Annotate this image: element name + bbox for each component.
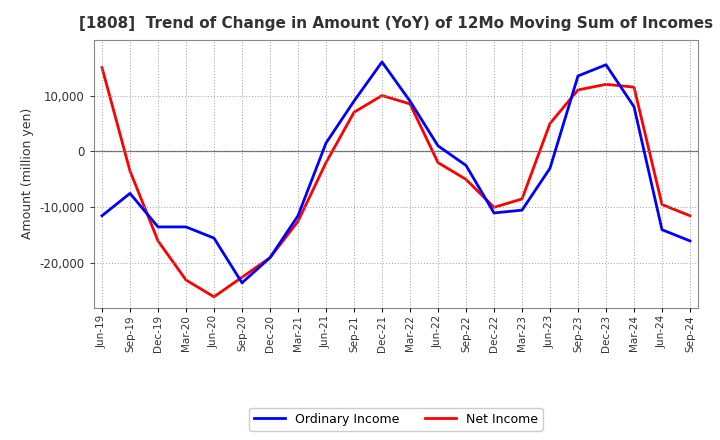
- Net Income: [126, 169, 135, 174]
- Net Income: [546, 121, 554, 126]
- Ordinary Income: [238, 280, 246, 286]
- Ordinary Income: [378, 59, 387, 65]
- Ordinary Income: [574, 73, 582, 79]
- Net Income: [294, 219, 302, 224]
- Ordinary Income: [462, 163, 470, 168]
- Net Income: [574, 87, 582, 92]
- Ordinary Income: [685, 238, 694, 244]
- Net Income: [433, 160, 442, 165]
- Legend: Ordinary Income, Net Income: Ordinary Income, Net Income: [249, 407, 543, 431]
- Ordinary Income: [294, 213, 302, 218]
- Ordinary Income: [266, 255, 274, 260]
- Ordinary Income: [126, 191, 135, 196]
- Net Income: [238, 275, 246, 280]
- Ordinary Income: [602, 62, 611, 67]
- Net Income: [266, 255, 274, 260]
- Ordinary Income: [518, 208, 526, 213]
- Ordinary Income: [405, 99, 414, 104]
- Ordinary Income: [490, 210, 498, 216]
- Net Income: [153, 238, 162, 244]
- Ordinary Income: [433, 143, 442, 148]
- Net Income: [630, 84, 639, 90]
- Ordinary Income: [153, 224, 162, 230]
- Ordinary Income: [630, 104, 639, 109]
- Y-axis label: Amount (million yen): Amount (million yen): [21, 108, 34, 239]
- Ordinary Income: [546, 165, 554, 171]
- Ordinary Income: [181, 224, 190, 230]
- Net Income: [98, 65, 107, 70]
- Net Income: [181, 277, 190, 282]
- Line: Net Income: Net Income: [102, 68, 690, 297]
- Net Income: [657, 202, 666, 207]
- Net Income: [518, 196, 526, 202]
- Net Income: [490, 205, 498, 210]
- Line: Ordinary Income: Ordinary Income: [102, 62, 690, 283]
- Net Income: [602, 82, 611, 87]
- Net Income: [350, 110, 359, 115]
- Net Income: [378, 93, 387, 98]
- Net Income: [462, 177, 470, 182]
- Net Income: [685, 213, 694, 218]
- Net Income: [405, 101, 414, 106]
- Title: [1808]  Trend of Change in Amount (YoY) of 12Mo Moving Sum of Incomes: [1808] Trend of Change in Amount (YoY) o…: [79, 16, 713, 32]
- Ordinary Income: [657, 227, 666, 232]
- Ordinary Income: [322, 140, 330, 146]
- Ordinary Income: [210, 235, 218, 241]
- Net Income: [210, 294, 218, 300]
- Ordinary Income: [98, 213, 107, 218]
- Ordinary Income: [350, 99, 359, 104]
- Net Income: [322, 160, 330, 165]
